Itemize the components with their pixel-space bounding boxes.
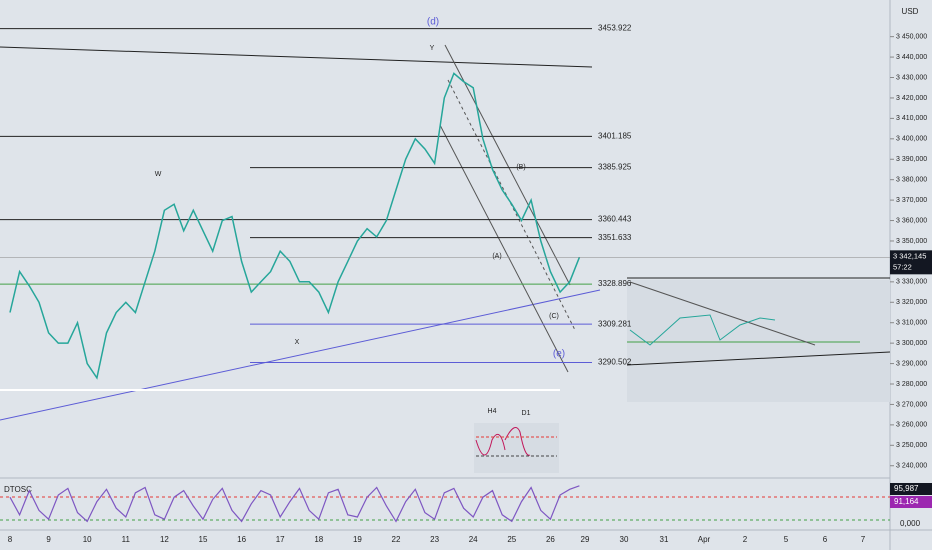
price-line xyxy=(9,72,581,380)
x-tick-label: 23 xyxy=(430,535,439,544)
x-tick-label: 31 xyxy=(660,535,669,544)
wave-label: (C) xyxy=(549,313,559,320)
y-tick-label: 3 260,000 xyxy=(896,422,927,429)
x-tick-label: 9 xyxy=(46,535,51,544)
osc-name: DTOSC xyxy=(4,485,32,494)
x-tick-label: 25 xyxy=(507,535,516,544)
y-tick-label: 3 360,000 xyxy=(896,217,927,224)
x-tick-label: 24 xyxy=(469,535,478,544)
osc-tag-label: 95,987 xyxy=(894,484,919,493)
currency: USD xyxy=(902,7,919,16)
y-tick-label: 3 250,000 xyxy=(896,442,927,449)
channel-line xyxy=(439,124,569,373)
price-tag-label: 3 342,145 xyxy=(893,251,926,260)
wave-label: D1 xyxy=(522,410,531,417)
wave-label: W xyxy=(155,171,162,178)
inset-price xyxy=(629,314,776,346)
level-label: 3328.896 xyxy=(598,279,632,288)
y-tick-label: 3 270,000 xyxy=(896,401,927,408)
osc-tag-label: 91,164 xyxy=(894,497,919,506)
x-tick-label: 17 xyxy=(276,535,285,544)
level-label: 3401.185 xyxy=(598,132,632,141)
price-tag-countdown: 57:22 xyxy=(893,262,912,271)
x-tick-label: 7 xyxy=(861,535,866,544)
inset-line xyxy=(626,351,891,366)
x-tick-label: 26 xyxy=(546,535,555,544)
trend-line xyxy=(0,46,593,68)
x-tick-label: 30 xyxy=(620,535,629,544)
level-label: 3385.925 xyxy=(598,163,632,172)
inset-osc xyxy=(475,427,531,456)
trend-line xyxy=(0,289,601,421)
y-tick-label: 3 410,000 xyxy=(896,115,927,122)
x-tick-label: 6 xyxy=(823,535,828,544)
x-tick-label: 11 xyxy=(122,535,131,544)
y-tick-label: 3 290,000 xyxy=(896,360,927,367)
osc-axis-label: 0,000 xyxy=(900,519,921,528)
level-label: 3453.922 xyxy=(598,24,632,33)
x-tick-label: 12 xyxy=(160,535,169,544)
oscillator-line xyxy=(9,485,580,523)
wave-label: (A) xyxy=(492,253,501,260)
y-tick-label: 3 320,000 xyxy=(896,299,927,306)
price-tag xyxy=(890,250,932,275)
inset-panel xyxy=(474,423,559,473)
x-tick-label: 29 xyxy=(581,535,590,544)
x-tick-label: Apr xyxy=(698,535,711,544)
wave-label: (B) xyxy=(516,164,525,171)
inset-line xyxy=(629,281,816,346)
level-label: 3309.281 xyxy=(598,319,632,328)
y-tick-label: 3 350,000 xyxy=(896,238,927,245)
wave-label: (d) xyxy=(427,17,439,28)
y-tick-label: 3 430,000 xyxy=(896,74,927,81)
wave-label: H4 xyxy=(488,408,497,415)
x-tick-label: 22 xyxy=(392,535,401,544)
y-tick-label: 3 370,000 xyxy=(896,197,927,204)
y-tick-label: 3 400,000 xyxy=(896,136,927,143)
level-label: 3351.633 xyxy=(598,233,632,242)
wave-label: X xyxy=(295,339,300,346)
x-tick-label: 18 xyxy=(314,535,323,544)
osc-tag xyxy=(890,483,932,495)
y-tick-label: 3 310,000 xyxy=(896,320,927,327)
y-tick-label: 3 440,000 xyxy=(896,54,927,61)
x-tick-label: 10 xyxy=(83,535,92,544)
y-tick-label: 3 300,000 xyxy=(896,340,927,347)
y-tick-label: 3 330,000 xyxy=(896,279,927,286)
y-tick-label: 3 280,000 xyxy=(896,381,927,388)
y-tick-label: 3 390,000 xyxy=(896,156,927,163)
x-tick-label: 2 xyxy=(743,535,748,544)
y-tick-label: 3 450,000 xyxy=(896,33,927,40)
y-tick-label: 3 380,000 xyxy=(896,177,927,184)
channel-line xyxy=(444,44,571,286)
x-tick-label: 5 xyxy=(784,535,789,544)
x-tick-label: 19 xyxy=(353,535,362,544)
level-label: 3290.502 xyxy=(598,358,632,367)
wave-label: (e) xyxy=(553,349,565,360)
wave-label: Y xyxy=(430,45,435,52)
x-tick-label: 16 xyxy=(237,535,246,544)
x-tick-label: 8 xyxy=(8,535,13,544)
level-label: 3360.443 xyxy=(598,215,632,224)
osc-tag xyxy=(890,496,932,508)
inset-panel xyxy=(627,280,890,402)
y-tick-label: 3 420,000 xyxy=(896,95,927,102)
x-tick-label: 15 xyxy=(199,535,208,544)
y-tick-label: 3 240,000 xyxy=(896,463,927,470)
